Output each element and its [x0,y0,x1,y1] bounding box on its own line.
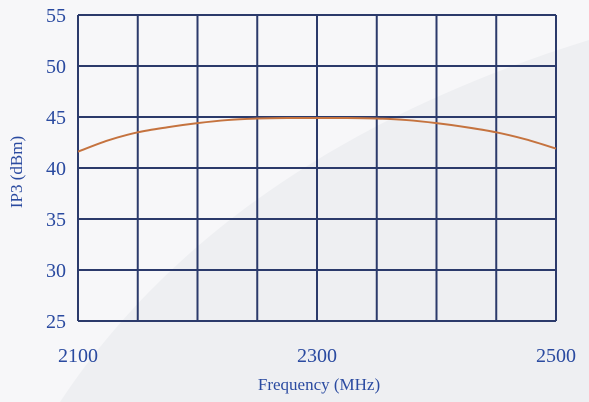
y-tick-label: 55 [46,5,66,27]
y-tick-label: 40 [46,158,66,180]
y-tick-label: 35 [46,209,66,231]
grid-lines [77,14,557,322]
x-tick-label: 2300 [297,345,337,367]
y-axis-label: IP3 (dBm) [7,136,26,208]
series-layer [77,116,557,153]
x-axis-label: Frequency (MHz) [258,375,380,394]
y-axis-tick-labels: 25 30 35 40 45 50 55 [46,5,66,333]
y-tick-label: 30 [46,260,66,282]
series-line-ip3 [77,116,557,153]
x-tick-label: 2500 [536,345,576,367]
y-tick-label: 50 [46,56,66,78]
x-tick-label: 2100 [58,345,98,367]
background-swoosh [60,40,589,402]
x-axis-tick-labels: 2100 2300 2500 [58,345,576,367]
y-tick-label: 45 [46,107,66,129]
y-tick-label: 25 [46,311,66,333]
background-swoosh-shape [60,40,589,402]
